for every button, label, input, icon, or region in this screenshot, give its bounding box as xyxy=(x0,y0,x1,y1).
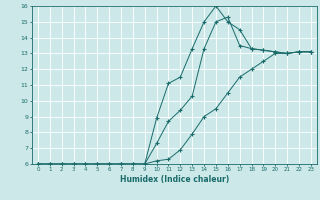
X-axis label: Humidex (Indice chaleur): Humidex (Indice chaleur) xyxy=(120,175,229,184)
